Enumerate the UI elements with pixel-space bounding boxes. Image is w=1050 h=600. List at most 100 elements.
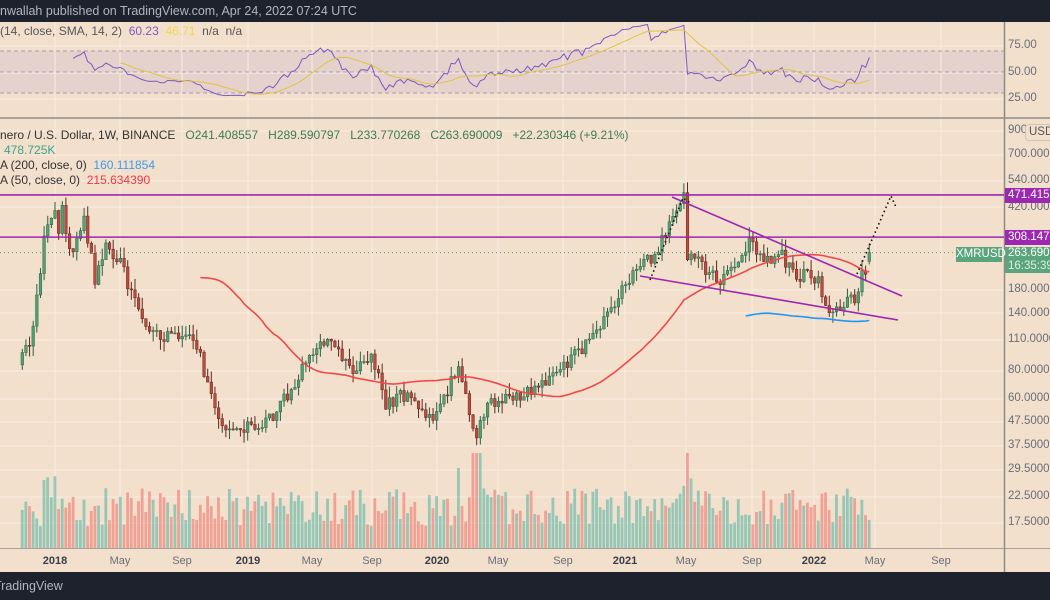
candle	[587, 338, 591, 341]
volume-bar	[104, 488, 108, 548]
volume-bar	[355, 515, 359, 548]
volume-bar	[224, 519, 228, 548]
candle	[627, 282, 631, 285]
volume-bar	[587, 523, 591, 548]
volume-bar	[289, 492, 293, 548]
time-tick: 2022	[801, 555, 827, 567]
volume-bar	[202, 512, 206, 548]
volume-bar	[86, 525, 90, 548]
candle	[449, 376, 453, 396]
price-tick: 17.5000	[1008, 516, 1050, 528]
candle	[213, 393, 217, 409]
volume-bar	[180, 513, 184, 548]
rsi-legend-label: (14, close, SMA, 14, 2)	[0, 24, 123, 38]
bar-countdown: 16:35:39	[1008, 259, 1050, 272]
candle	[456, 366, 461, 378]
volume-bar	[616, 505, 620, 548]
candle	[329, 338, 333, 342]
candle	[35, 294, 39, 327]
candle	[856, 291, 860, 304]
candle	[558, 369, 562, 373]
candle	[602, 316, 606, 330]
candle	[224, 425, 228, 431]
candle	[526, 386, 530, 398]
candle	[264, 417, 268, 428]
candle	[438, 403, 442, 412]
volume-bar	[842, 495, 846, 548]
volume-bar	[362, 503, 366, 548]
volume-bar	[867, 519, 871, 548]
candle	[849, 294, 853, 298]
volume-bar	[646, 506, 649, 548]
volume-bar	[475, 453, 478, 548]
candle	[409, 392, 413, 399]
volume-bar	[133, 515, 137, 548]
candle	[267, 413, 272, 419]
volume-bar	[293, 501, 297, 548]
volume-bar	[609, 497, 613, 548]
volume-bar	[75, 520, 79, 548]
candle	[28, 345, 32, 347]
candle	[42, 235, 46, 274]
volume-bar	[689, 478, 693, 548]
volume-bar	[438, 516, 442, 548]
candle	[238, 428, 242, 431]
volume-bar	[566, 491, 569, 548]
candle	[649, 254, 653, 264]
time-tick: May	[487, 555, 509, 567]
candle	[431, 414, 435, 421]
candle	[373, 353, 377, 370]
candle	[769, 255, 773, 264]
volume-bar	[540, 522, 544, 548]
candle	[206, 376, 210, 383]
volume-bar	[380, 513, 384, 548]
volume-bar	[115, 503, 119, 548]
rsi-line	[72, 24, 870, 97]
volume-bar	[46, 477, 50, 548]
volume-bar	[238, 525, 242, 548]
volume-bar	[267, 523, 271, 548]
candle	[133, 289, 137, 299]
volume-bar	[795, 509, 798, 548]
volume-bar	[71, 496, 75, 548]
volume-bar	[787, 493, 791, 548]
candle	[747, 237, 751, 253]
volume-bar	[162, 497, 166, 548]
volume-bar	[82, 499, 86, 548]
currency-button[interactable]: USD	[1025, 124, 1050, 141]
candle	[645, 254, 650, 260]
volume-bar	[533, 513, 537, 548]
volume-bar	[333, 492, 337, 548]
volume-bar	[784, 493, 787, 548]
rsi-pane	[0, 22, 1004, 117]
candle	[860, 270, 864, 293]
volume-bar	[820, 493, 824, 548]
volume-bar	[188, 490, 191, 548]
candle	[416, 400, 421, 410]
price-tick: 47.5000	[1008, 415, 1050, 427]
volume-bar	[751, 524, 755, 548]
candle	[751, 237, 755, 243]
volume-bar	[177, 489, 180, 548]
candle	[635, 269, 639, 271]
volume-bar	[271, 492, 275, 548]
volume-bar	[282, 505, 286, 548]
symbol-title[interactable]: nero / U.S. Dollar, 1W, BINANCE	[0, 128, 176, 142]
candle	[867, 252, 871, 262]
volume-bar	[337, 523, 340, 548]
volume-bar	[453, 515, 457, 548]
volume-bar	[526, 494, 529, 548]
volume-bar	[547, 512, 551, 548]
candle	[202, 352, 206, 377]
candle	[246, 421, 250, 433]
candle	[744, 251, 748, 256]
volume-bar	[155, 516, 159, 548]
candle	[173, 332, 177, 335]
volume-bar	[89, 510, 93, 548]
volume-bar	[813, 504, 817, 548]
volume-bar	[140, 488, 144, 548]
volume-bar	[358, 489, 362, 548]
candle	[75, 238, 79, 253]
rsi-na-2: n/a	[225, 24, 243, 38]
